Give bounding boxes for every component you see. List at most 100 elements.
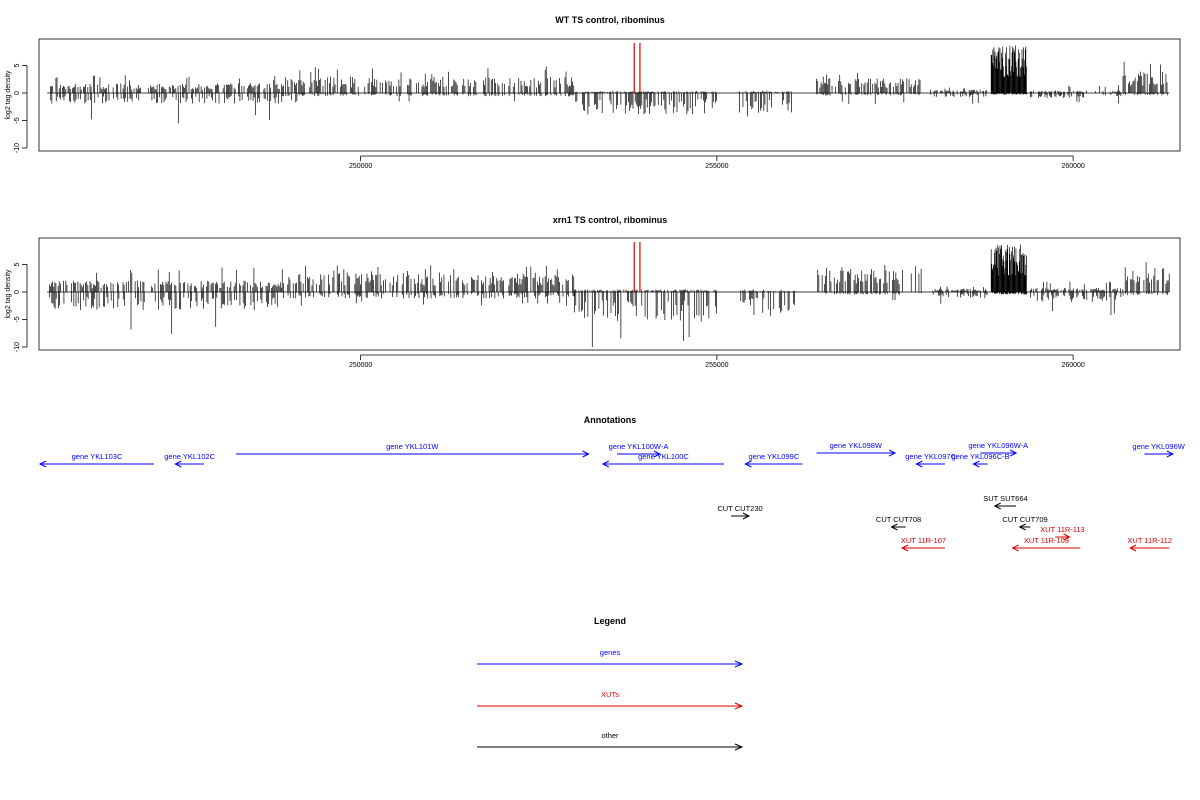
- feature-arrow: gene YKL097C: [905, 452, 957, 468]
- feature-label: SUT SUT664: [983, 494, 1027, 503]
- feature-arrow: gene YKL096C-B: [951, 452, 1010, 468]
- feature-arrowhead: [915, 460, 923, 468]
- legend-arrowhead: [734, 702, 744, 710]
- feature-arrowhead: [890, 523, 898, 531]
- feature-arrowhead: [601, 460, 610, 468]
- legend-item: other: [477, 731, 744, 751]
- feature-arrowhead: [1063, 533, 1071, 541]
- feature-arrow: XUT 11R-113: [1040, 525, 1085, 541]
- feature-arrowhead: [1166, 450, 1174, 458]
- y-tick-label: 5: [14, 262, 21, 266]
- x-tick-label: 260000: [1061, 163, 1084, 170]
- feature-arrowhead: [174, 460, 182, 468]
- y-tick-label: -5: [14, 117, 21, 123]
- plot-frame: [38, 38, 1181, 152]
- feature-label: gene YKL102C: [164, 452, 215, 461]
- legend-item: XUTs: [477, 690, 744, 710]
- marker-lines: [633, 242, 641, 292]
- x-tick-label: 250000: [349, 362, 372, 369]
- feature-arrow: gene YKL101W: [235, 442, 590, 458]
- feature-arrowhead: [38, 460, 47, 468]
- feature-label: gene YKL098W: [830, 441, 883, 450]
- feature-arrow: CUT CUT708: [876, 515, 921, 531]
- x-tick-label: 260000: [1061, 362, 1084, 369]
- feature-arrow: XUT 11R-112: [1127, 536, 1172, 552]
- feature-label: XUT 11R-112: [1127, 536, 1172, 545]
- feature-label: CUT CUT708: [876, 515, 921, 524]
- x-tick-label: 250000: [349, 163, 372, 170]
- feature-arrowhead: [742, 512, 751, 520]
- feature-label: gene YKL097C: [905, 452, 956, 461]
- feature-arrow: gene YKL100W-A: [609, 442, 669, 458]
- y-tick-label: 5: [14, 63, 21, 67]
- legend-title: Legend: [594, 616, 626, 626]
- feature-arrowhead: [972, 460, 980, 468]
- x-axis: 250000 255000 260000: [349, 354, 1085, 369]
- feature-arrowhead: [582, 450, 590, 458]
- feature-arrowhead: [888, 449, 897, 457]
- feature-arrowhead: [1129, 544, 1137, 552]
- feature-label: gene YKL100C: [638, 452, 689, 461]
- coverage-bars: [50, 45, 1168, 124]
- feature-label: gene YKL103C: [72, 452, 123, 461]
- y-tick-label: 0: [14, 91, 21, 95]
- coverage-bars: [48, 244, 1170, 347]
- legend-arrowhead: [734, 660, 744, 668]
- panel-title: xrn1 TS control, ribominus: [553, 215, 668, 225]
- y-tick-label: -10: [14, 143, 21, 153]
- y-axis: -10 -5 0 5: [14, 63, 28, 153]
- feature-arrowhead: [1018, 523, 1026, 531]
- feature-arrowhead: [1009, 449, 1018, 457]
- feature-arrow: gene YKL100C: [601, 452, 724, 468]
- feature-arrow: gene YKL103C: [38, 452, 154, 468]
- feature-arrow: XUT 11R-109: [1011, 536, 1081, 552]
- feature-label: gene YKL101W: [386, 442, 439, 451]
- y-tick-label: -10: [14, 342, 21, 352]
- feature-label: XUT 11R-113: [1040, 525, 1085, 534]
- feature-arrows: gene YKL103C gene YKL102C gene YKL101W gene…: [38, 441, 1186, 552]
- y-axis-label: log2 tag density: [5, 269, 12, 319]
- y-tick-label: 0: [14, 290, 21, 294]
- y-axis: -10 -5 0 5: [14, 262, 28, 352]
- feature-label: gene YKL099C: [749, 452, 800, 461]
- feature-arrow: gene YKL102C: [164, 452, 216, 468]
- feature-arrow: CUT CUT709: [1002, 515, 1048, 531]
- legend: Legend genes XUTs other: [477, 616, 744, 751]
- feature-label: gene YKL096W: [1132, 442, 1185, 451]
- annotations-title: Annotations: [584, 415, 637, 425]
- feature-arrowhead: [993, 502, 1001, 510]
- x-axis: 250000 255000 260000: [349, 155, 1085, 170]
- wt-coverage-panel: WT TS control, ribominus -10-505 250000 2…: [5, 15, 1181, 170]
- feature-arrow: CUT CUT230: [717, 504, 763, 520]
- x-tick-label: 255000: [705, 362, 728, 369]
- y-axis-label: log2 tag density: [5, 70, 12, 120]
- feature-arrow: gene YKL096W-A: [968, 441, 1028, 457]
- feature-arrowhead: [744, 460, 752, 468]
- marker-lines: [633, 43, 641, 93]
- feature-label: XUT 11R-109: [1024, 536, 1069, 545]
- feature-arrow: SUT SUT664: [983, 494, 1028, 510]
- feature-arrow: gene YKL096W: [1132, 442, 1186, 458]
- feature-label: CUT CUT709: [1002, 515, 1047, 524]
- feature-label: gene YKL096C-B: [951, 452, 1009, 461]
- legend-label: genes: [600, 648, 621, 657]
- x-tick-label: 255000: [705, 163, 728, 170]
- feature-arrowhead: [901, 544, 909, 552]
- annotations-track: Annotations gene YKL103C gene YKL102Cgene…: [38, 415, 1186, 552]
- feature-label: XUT 11R-107: [901, 536, 946, 545]
- plot-frame: [38, 237, 1181, 351]
- feature-arrowhead: [653, 450, 661, 458]
- legend-items: genes XUTs other: [477, 648, 744, 751]
- legend-label: XUTs: [601, 690, 619, 699]
- feature-arrow: gene YKL098W: [816, 441, 897, 457]
- feature-label: gene YKL100W-A: [609, 442, 669, 451]
- feature-arrowhead: [1011, 544, 1019, 552]
- legend-label: other: [601, 731, 619, 740]
- xrn1-coverage-panel: xrn1 TS control, ribominus -10 -5 0 5 25000…: [5, 215, 1181, 369]
- feature-arrow: gene YKL099C: [744, 452, 803, 468]
- y-tick-label: -5: [14, 316, 21, 322]
- legend-item: genes: [477, 648, 744, 668]
- legend-arrowhead: [734, 743, 744, 751]
- panel-title: WT TS control, ribominus: [555, 15, 665, 25]
